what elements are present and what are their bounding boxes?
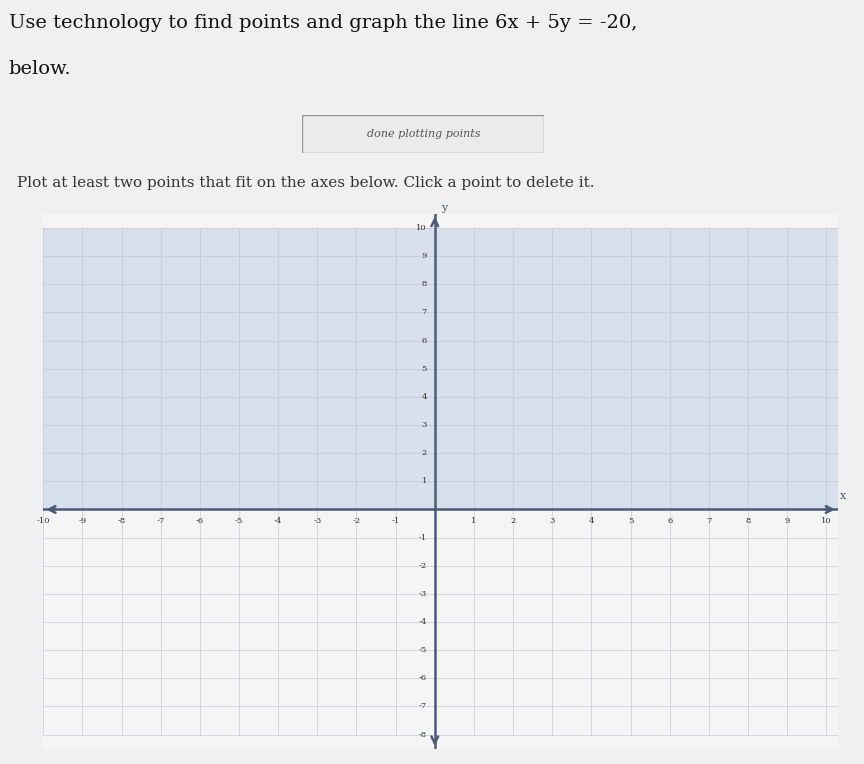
Text: -1: -1 [419, 533, 427, 542]
Text: -8: -8 [419, 730, 427, 739]
Text: 10: 10 [821, 516, 832, 525]
Bar [43, 228, 838, 510]
Text: 5: 5 [422, 364, 427, 373]
Text: 5: 5 [628, 516, 633, 525]
Text: 4: 4 [422, 393, 427, 401]
Text: -7: -7 [419, 703, 427, 711]
Text: -2: -2 [353, 516, 360, 525]
FancyBboxPatch shape [302, 115, 544, 153]
Text: 7: 7 [422, 309, 427, 316]
Text: 6: 6 [422, 337, 427, 345]
Text: 10: 10 [416, 224, 427, 232]
Text: -6: -6 [196, 516, 204, 525]
Text: 2: 2 [422, 449, 427, 457]
Text: -7: -7 [156, 516, 165, 525]
Text: y: y [441, 202, 447, 212]
Text: -6: -6 [419, 675, 427, 682]
Text: 8: 8 [746, 516, 751, 525]
Text: 4: 4 [588, 516, 594, 525]
Text: -5: -5 [235, 516, 243, 525]
Text: -3: -3 [313, 516, 321, 525]
Text: done plotting points: done plotting points [366, 128, 480, 139]
Text: 3: 3 [550, 516, 555, 525]
Text: -5: -5 [419, 646, 427, 654]
Text: 9: 9 [422, 252, 427, 260]
Text: 8: 8 [422, 280, 427, 288]
Text: below.: below. [9, 60, 71, 78]
Text: -4: -4 [274, 516, 283, 525]
Text: -10: -10 [36, 516, 50, 525]
Text: 2: 2 [511, 516, 516, 525]
Text: 1: 1 [422, 478, 427, 485]
Text: -4: -4 [418, 618, 427, 626]
Text: x: x [840, 491, 846, 501]
Text: 6: 6 [667, 516, 672, 525]
Text: Use technology to find points and graph the line 6x + 5y = -20,: Use technology to find points and graph … [9, 14, 637, 32]
Text: -3: -3 [419, 590, 427, 598]
Text: 3: 3 [422, 421, 427, 429]
Text: -9: -9 [79, 516, 86, 525]
Text: 7: 7 [706, 516, 712, 525]
Text: Plot at least two points that fit on the axes below. Click a point to delete it.: Plot at least two points that fit on the… [17, 176, 594, 190]
Text: 1: 1 [471, 516, 477, 525]
Text: -2: -2 [419, 562, 427, 570]
Text: 9: 9 [785, 516, 790, 525]
Text: -1: -1 [391, 516, 400, 525]
Text: -8: -8 [118, 516, 125, 525]
